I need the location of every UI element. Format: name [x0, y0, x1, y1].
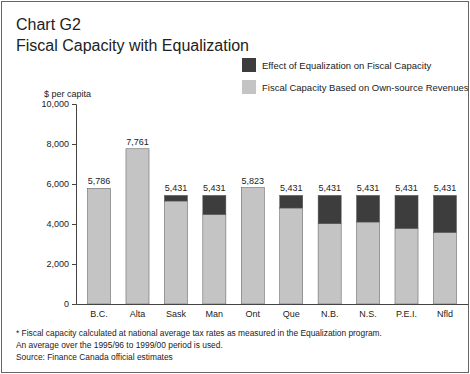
tick: Que	[283, 304, 300, 319]
bar-segment	[395, 228, 418, 304]
tick: P.E.I.	[396, 304, 417, 319]
tick: Nfld	[437, 304, 453, 319]
bar-segment	[88, 188, 111, 304]
note: Source: Finance Canada official estimate…	[16, 352, 173, 362]
total-label: 5,431	[395, 183, 418, 193]
total-label: 7,761	[126, 137, 149, 147]
total-label: 5,431	[165, 183, 188, 193]
bar-segment	[357, 195, 380, 222]
bar-segment	[318, 224, 341, 304]
total-label: 5,431	[434, 183, 457, 193]
legend: Effect of Equalization on Fiscal Capacit…	[242, 58, 469, 94]
tick-label: 0	[64, 299, 69, 309]
notes: * Fiscal capacity calculated at national…	[16, 328, 382, 362]
bar-segment	[280, 195, 303, 208]
tick-mark	[72, 184, 76, 185]
legend-label: Effect of Equalization on Fiscal Capacit…	[262, 60, 432, 71]
tick-label: 6,000	[46, 179, 69, 189]
bar-segment	[241, 187, 264, 188]
tick: Sask	[166, 304, 187, 319]
bar-segment	[126, 149, 149, 304]
tick: 0	[64, 299, 76, 309]
tick-label: P.E.I.	[396, 309, 417, 319]
axis-line	[77, 304, 469, 305]
tick-label: N.B.	[321, 309, 339, 319]
tick: Man	[206, 304, 224, 319]
bar-segment	[203, 214, 226, 304]
bar-segment	[433, 232, 456, 304]
tick-label: Ont	[246, 309, 261, 319]
bar-segment	[280, 208, 303, 304]
tick-mark	[72, 264, 76, 265]
tick: Ont	[246, 304, 261, 319]
total-label: 5,431	[318, 183, 341, 193]
bars	[88, 149, 457, 304]
tick: N.S.	[359, 304, 377, 319]
note: An average over the 1995/96 to 1999/00 p…	[16, 340, 223, 350]
tick-label: 8,000	[46, 139, 69, 149]
bar-segment	[164, 201, 187, 304]
tick-label: Que	[283, 309, 300, 319]
axis-line	[72, 105, 77, 305]
bar-segment	[395, 195, 418, 228]
tick-label: 10,000	[41, 99, 69, 109]
legend-label: Fiscal Capacity Based on Own-source Reve…	[262, 82, 469, 93]
tick-mark	[72, 304, 76, 305]
note: * Fiscal capacity calculated at national…	[16, 328, 382, 338]
bar-segment	[126, 148, 149, 149]
total-label: 5,431	[357, 183, 380, 193]
tick-label: B.C.	[90, 309, 108, 319]
bar-segment	[241, 188, 264, 304]
bar-segment	[203, 195, 226, 214]
tick-mark	[72, 144, 76, 145]
tick: 6,000	[46, 179, 76, 189]
bar-segment	[164, 195, 187, 201]
tick: 10,000	[41, 99, 76, 109]
tick-label: 4,000	[46, 219, 69, 229]
tick-label: Sask	[166, 309, 187, 319]
total-label: 5,431	[280, 183, 303, 193]
legend-swatch	[242, 58, 256, 72]
legend-swatch	[242, 80, 256, 94]
tick-label: 2,000	[46, 259, 69, 269]
bar-segment	[318, 195, 341, 223]
total-labels: 5,786 7,761 5,431 5,431 5,823 5,431 5,431 5,431…	[88, 137, 456, 194]
title: Chart G2	[16, 16, 81, 33]
bar-segment	[88, 188, 111, 189]
tick: B.C.	[90, 304, 108, 319]
total-label: 5,786	[88, 176, 111, 186]
y-axis: 0 2,000 4,000 6,000 8,000 10,000	[41, 99, 76, 309]
tick: 2,000	[46, 259, 76, 269]
tick: Alta	[130, 304, 146, 319]
x-axis: B.C. Alta Sask Man Ont Que N.B. N.S. P.E.I. Nfld	[77, 304, 469, 319]
tick-mark	[72, 104, 76, 105]
bar-segment	[433, 195, 456, 232]
tick-label: Man	[206, 309, 224, 319]
y-axis-title: $ per capita	[44, 89, 91, 99]
tick: N.B.	[321, 304, 339, 319]
tick-label: Alta	[130, 309, 146, 319]
total-label: 5,823	[242, 176, 265, 186]
tick: 4,000	[46, 219, 76, 229]
total-label: 5,431	[203, 183, 226, 193]
tick-mark	[72, 224, 76, 225]
chart: Chart G2 Fiscal Capacity with Equalizatio…	[0, 0, 470, 374]
subtitle: Fiscal Capacity with Equalization	[16, 37, 249, 54]
frame	[2, 2, 469, 373]
tick: 8,000	[46, 139, 76, 149]
tick-label: N.S.	[359, 309, 377, 319]
bar-segment	[357, 222, 380, 304]
tick-label: Nfld	[437, 309, 453, 319]
